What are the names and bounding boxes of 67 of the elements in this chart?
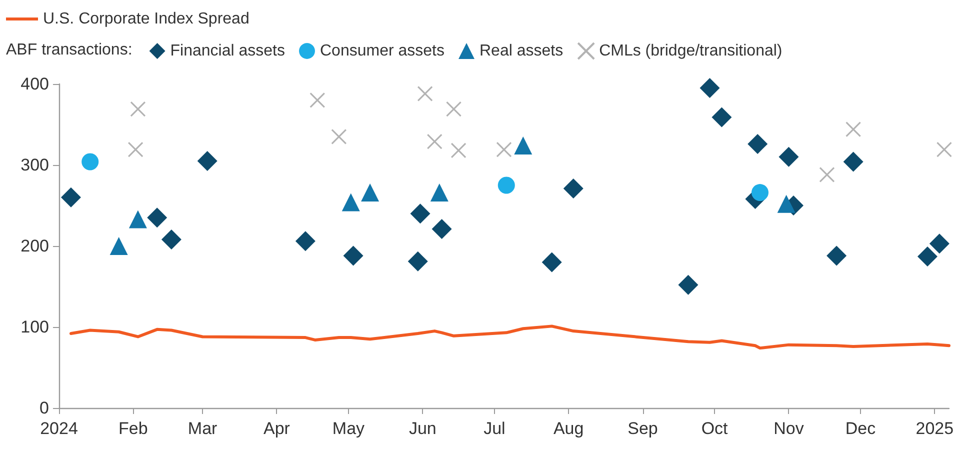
x-tick-label: Apr — [263, 419, 290, 438]
point — [82, 153, 99, 170]
point — [819, 166, 835, 183]
point — [426, 134, 442, 150]
point — [678, 274, 698, 295]
y-tick-label: 200 — [20, 236, 49, 256]
point — [826, 246, 847, 266]
legend-label: U.S. Corporate Index Spread — [43, 10, 250, 28]
point — [60, 187, 81, 208]
point — [128, 142, 144, 158]
x-tick-label: Nov — [774, 419, 804, 438]
point — [929, 234, 950, 254]
point — [752, 184, 768, 202]
y-tick-label: 300 — [20, 156, 49, 174]
point — [514, 136, 532, 155]
point — [777, 194, 796, 213]
point — [310, 92, 326, 108]
point — [331, 128, 347, 144]
x-tick-label: Aug — [553, 419, 584, 438]
line-series — [69, 324, 950, 350]
x-tick-label: Sep — [628, 419, 658, 438]
point — [147, 208, 168, 228]
x-tick-label: May — [332, 419, 366, 438]
y-tick-label: 100 — [20, 318, 49, 336]
x-tick-label: Jul — [484, 419, 506, 438]
point — [450, 142, 466, 158]
legend-label: Real assets — [479, 42, 564, 60]
point — [778, 146, 799, 167]
legend-title: ABF transactions: — [6, 42, 132, 58]
x-tick-label: Dec — [845, 419, 876, 438]
point — [343, 246, 364, 266]
point — [361, 184, 380, 202]
point — [295, 231, 316, 252]
x-tick-label: Oct — [701, 419, 728, 438]
point — [498, 176, 515, 194]
y-tick-label: 0 — [40, 398, 49, 418]
point — [128, 210, 147, 228]
point — [130, 101, 146, 117]
point — [936, 142, 952, 158]
point — [843, 152, 864, 172]
point — [161, 230, 182, 250]
point — [917, 246, 938, 267]
y-tick-label: 400 — [20, 74, 49, 94]
point — [846, 122, 862, 138]
point — [563, 178, 584, 198]
point — [430, 184, 448, 202]
point — [197, 150, 218, 171]
point — [432, 218, 452, 239]
point — [446, 101, 462, 117]
point — [110, 237, 128, 255]
x-tick-label: Jun — [408, 419, 436, 438]
point — [408, 251, 428, 272]
point — [410, 204, 430, 224]
x-tick-label: 2024 — [40, 419, 78, 438]
x-tick-label: Mar — [188, 419, 218, 438]
legend-label: Consumer assets — [320, 42, 444, 60]
point — [496, 142, 512, 158]
point — [712, 107, 732, 128]
x-tick-label: 2025 — [916, 419, 954, 438]
legend-label: Financial assets — [170, 42, 285, 60]
point — [748, 134, 768, 154]
point — [417, 86, 433, 102]
point — [342, 193, 360, 212]
point — [542, 252, 562, 272]
x-tick-label: Feb — [118, 419, 148, 438]
legend-label: CMLs (bridge/transitional) — [599, 42, 782, 60]
point — [700, 78, 720, 98]
